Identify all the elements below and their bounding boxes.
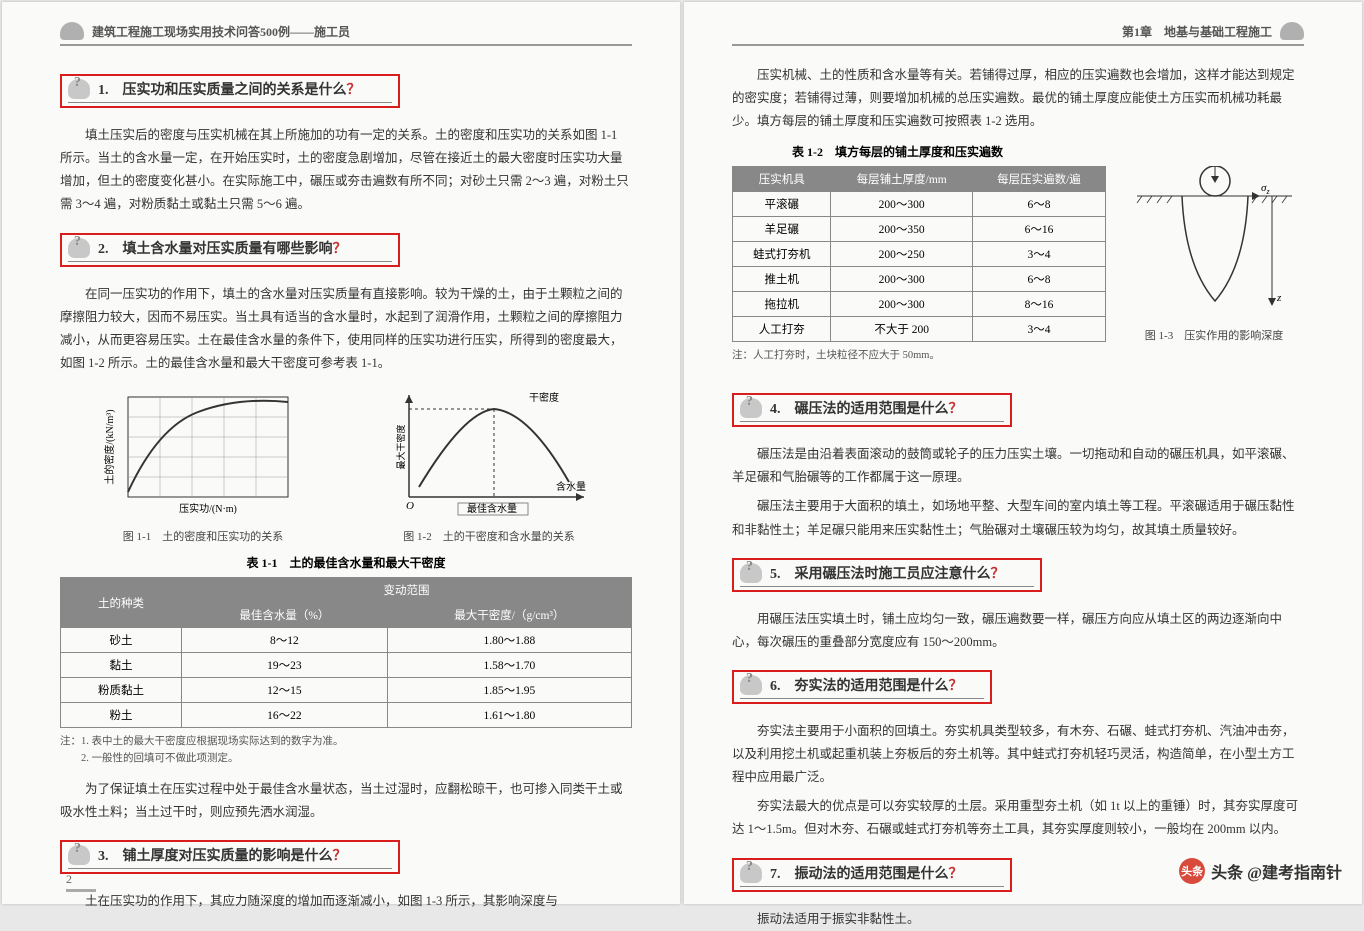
question-3-text: 3. 铺土厚度对压实质量的影响是什么？ [98, 845, 347, 865]
svg-text:含水量: 含水量 [556, 480, 586, 493]
question-6-box: 6. 夯实法的适用范围是什么？ [732, 670, 992, 704]
header-right: 第1章 地基与基础工程施工 [732, 22, 1304, 46]
t11-sh1: 最佳含水量（%） [182, 603, 388, 628]
t12-h3: 每层压实遍数/遍 [972, 167, 1105, 192]
para-8: 用碾压法压实填土时，铺土应均匀一致，碾压遍数要一样，碾压方向应从填土区的两边逐渐… [732, 608, 1304, 654]
table-row: 人工打夯不大于 2003～4 [733, 317, 1106, 342]
table-1-1: 土的种类 变动范围 最佳含水量（%） 最大干密度/（g/cm³） 砂土8～121… [60, 577, 632, 728]
t11-h1: 土的种类 [61, 578, 182, 628]
table-row: 砂土8～121.80～1.88 [61, 628, 632, 653]
table-row: 粉土16～221.61～1.80 [61, 703, 632, 728]
table-row: 蛙式打夯机200～2503～4 [733, 242, 1106, 267]
table-row: 推土机200～3006～8 [733, 267, 1106, 292]
para-11: 振动法适用于振实非黏性土。 [732, 908, 1304, 931]
t12-h2: 每层铺土厚度/mm [831, 167, 973, 192]
table-1-2-title: 表 1-2 填方每层的铺土厚度和压实遍数 [792, 143, 1304, 160]
helmet-icon [60, 22, 84, 40]
watermark-icon: 头条 [1179, 858, 1205, 884]
question-icon [740, 563, 762, 583]
figures-row: 压实功/(N·m) 土的密度/(kN/m³) 图 1-1 土的密度和压实功的关系… [60, 387, 632, 544]
table-1-1-title: 表 1-1 土的最佳含水量和最大干密度 [60, 554, 632, 571]
question-5-text: 5. 采用碾压法时施工员应注意什么？ [770, 563, 1005, 583]
header-right-text: 第1章 地基与基础工程施工 [1122, 23, 1272, 40]
svg-text:最大干密度: 最大干密度 [395, 424, 406, 469]
fig-1-1-caption: 图 1-1 土的密度和压实功的关系 [98, 528, 308, 544]
question-icon [68, 845, 90, 865]
question-5-box: 5. 采用碾压法时施工员应注意什么？ [732, 558, 1042, 592]
table-row: 平滚碾200～3006～8 [733, 192, 1106, 217]
para-9: 夯实法主要用于小面积的回填土。夯实机具类型较多，有木夯、石碾、蛙式打夯机、汽油冲… [732, 720, 1304, 789]
header-left: 建筑工程施工现场实用技术问答500例——施工员 [60, 22, 632, 46]
svg-text:最佳含水量: 最佳含水量 [467, 502, 517, 515]
question-icon [740, 675, 762, 695]
figure-1-2: 干密度 含水量 最大干密度 最佳含水量 O 图 1-2 土的干密度和含水量的关系 [384, 387, 594, 544]
helmet-icon [1280, 22, 1304, 40]
para-6: 碾压法是由沿着表面滚动的鼓筒或轮子的压力压实土壤。一切拖动和自动的碾压机具，如平… [732, 443, 1304, 489]
table-1-1-note: 注：1. 表中土的最大干密度应根据现场实际达到的数字为准。 2. 一般性的回填可… [60, 734, 632, 768]
svg-text:σz: σz [1261, 182, 1270, 196]
svg-text:O: O [406, 500, 414, 512]
page-number-left: 2 [66, 872, 96, 892]
question-4-text: 4. 碾压法的适用范围是什么？ [770, 398, 963, 418]
t11-h2: 变动范围 [182, 578, 632, 603]
svg-text:土的密度/(kN/m³): 土的密度/(kN/m³) [103, 409, 116, 484]
para-4: 土在压实功的作用下，其应力随深度的增加而逐渐减小，如图 1-3 所示，其影响深度… [60, 890, 632, 913]
table-row: 粉质黏土12～151.85～1.95 [61, 678, 632, 703]
svg-text:z: z [1276, 292, 1282, 304]
question-3-box: 3. 铺土厚度对压实质量的影响是什么？ [60, 840, 400, 874]
svg-text:压实功/(N·m): 压实功/(N·m) [179, 502, 237, 515]
question-2-box: 2. 填土含水量对压实质量有哪些影响？ [60, 233, 400, 267]
para-3: 为了保证填土在压实过程中处于最佳含水量状态，当土过湿时，应翻松晾干，也可掺入同类… [60, 778, 632, 824]
para-1: 填土压实后的密度与压实机械在其上所施加的功有一定的关系。土的密度和压实功的关系如… [60, 124, 632, 217]
fig-1-3-caption: 图 1-3 压实作用的影响深度 [1124, 327, 1304, 343]
header-left-text: 建筑工程施工现场实用技术问答500例——施工员 [92, 23, 350, 40]
question-2-text: 2. 填土含水量对压实质量有哪些影响？ [98, 238, 347, 258]
figure-1-3: z σz 图 1-3 压实作用的影响深度 [1124, 166, 1304, 375]
page-left: 建筑工程施工现场实用技术问答500例——施工员 1. 压实功和压实质量之间的关系… [2, 2, 680, 904]
question-icon [68, 79, 90, 99]
question-1-text: 1. 压实功和压实质量之间的关系是什么？ [98, 79, 361, 99]
svg-text:干密度: 干密度 [529, 391, 559, 404]
para-2: 在同一压实功的作用下，填土的含水量对压实质量有直接影响。较为干燥的土，由于土颗粒… [60, 283, 632, 376]
table-row: 羊足碾200～3506～16 [733, 217, 1106, 242]
question-1-box: 1. 压实功和压实质量之间的关系是什么？ [60, 74, 400, 108]
question-6-text: 6. 夯实法的适用范围是什么？ [770, 675, 963, 695]
t12-h1: 压实机具 [733, 167, 831, 192]
question-icon [740, 863, 762, 883]
watermark-text: 头条 @建考指南针 [1211, 859, 1342, 883]
question-4-box: 4. 碾压法的适用范围是什么？ [732, 393, 1012, 427]
table-row: 黏土19～231.58～1.70 [61, 653, 632, 678]
para-10: 夯实法最大的优点是可以夯实较厚的土层。采用重型夯土机（如 1t 以上的重锤）时，… [732, 795, 1304, 841]
question-7-text: 7. 振动法的适用范围是什么？ [770, 863, 963, 883]
fig-1-2-caption: 图 1-2 土的干密度和含水量的关系 [384, 528, 594, 544]
para-5: 压实机械、土的性质和含水量等有关。若铺得过厚，相应的压实遍数也会增加，这样才能达… [732, 64, 1304, 133]
page-right: 第1章 地基与基础工程施工 压实机械、土的性质和含水量等有关。若铺得过厚，相应的… [684, 2, 1362, 904]
table-1-2: 压实机具 每层铺土厚度/mm 每层压实遍数/遍 平滚碾200～3006～8羊足碾… [732, 166, 1106, 342]
table-row: 拖拉机200～3008～16 [733, 292, 1106, 317]
table-1-2-note: 注：人工打夯时，土块粒径不应大于 50mm。 [732, 348, 1106, 365]
t11-sh2: 最大干密度/（g/cm³） [387, 603, 631, 628]
question-icon [68, 238, 90, 258]
question-icon [740, 398, 762, 418]
watermark: 头条 头条 @建考指南针 [1179, 858, 1342, 884]
para-7: 碾压法主要用于大面积的填土，如场地平整、大型车间的室内填土等工程。平滚碾适用于碾… [732, 495, 1304, 541]
figure-1-1: 压实功/(N·m) 土的密度/(kN/m³) 图 1-1 土的密度和压实功的关系 [98, 387, 308, 544]
question-7-box: 7. 振动法的适用范围是什么？ [732, 858, 1012, 892]
